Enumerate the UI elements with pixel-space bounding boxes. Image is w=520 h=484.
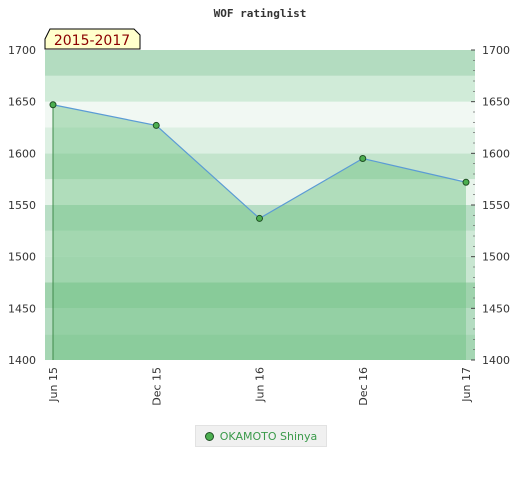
- x-tick-label: Jun 16: [254, 367, 267, 403]
- background-band: [45, 256, 475, 283]
- y-tick-label-left: 1550: [8, 199, 36, 212]
- data-point: [359, 155, 367, 162]
- y-tick-label-left: 1600: [8, 147, 36, 160]
- axes: 1400 1400 1450 1450 1500 1500 1550 1550 1600 1600…: [8, 44, 510, 406]
- y-tick-label-left: 1450: [8, 302, 36, 315]
- background-band: [45, 179, 475, 205]
- period-label: 2015-2017: [54, 33, 130, 49]
- legend-label: OKAMOTO Shinya: [219, 429, 318, 443]
- background-band: [45, 334, 475, 360]
- chart-legend[interactable]: OKAMOTO Shinya: [195, 425, 327, 447]
- background-band: [45, 230, 475, 257]
- data-point: [152, 121, 160, 129]
- data-points: [49, 101, 470, 222]
- background-band: [45, 101, 475, 128]
- y-tick-label-right: 1400: [482, 354, 510, 367]
- y-tick-label-right: 1500: [482, 251, 510, 264]
- background-band: [45, 282, 475, 309]
- y-tick-label-right: 1600: [482, 147, 510, 160]
- y-tick-label-left: 1700: [8, 44, 36, 57]
- background-band: [45, 50, 475, 76]
- background-band: [45, 75, 475, 102]
- background-band: [45, 308, 475, 335]
- x-tick-label: Jun 17: [460, 367, 473, 403]
- y-tick-label-left: 1400: [8, 354, 36, 367]
- y-tick-label-right: 1650: [482, 96, 510, 109]
- y-tick-label-right: 1550: [482, 199, 510, 212]
- data-point: [256, 214, 263, 222]
- background-bands: [45, 50, 475, 360]
- x-tick-label: Dec 16: [357, 367, 370, 406]
- background-band: [45, 153, 475, 180]
- data-point: [462, 178, 470, 186]
- chart-title: WOF ratinglist: [214, 7, 307, 20]
- y-tick-label-right: 1700: [482, 44, 510, 57]
- period-badge: 2015-2017: [44, 28, 141, 50]
- x-tick-label: Jun 15: [47, 367, 60, 403]
- y-tick-label-right: 1450: [482, 302, 510, 315]
- period-badge-box: [44, 28, 141, 50]
- data-point: [49, 101, 57, 109]
- x-tick-label: Dec 15: [150, 367, 163, 406]
- background-band: [45, 127, 475, 154]
- series-area: [53, 104, 466, 361]
- y-tick-label-left: 1500: [8, 251, 36, 264]
- legend-marker-icon: [204, 431, 214, 441]
- y-tick-label-left: 1650: [8, 96, 36, 109]
